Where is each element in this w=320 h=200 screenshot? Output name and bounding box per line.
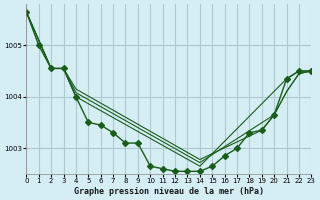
X-axis label: Graphe pression niveau de la mer (hPa): Graphe pression niveau de la mer (hPa): [74, 187, 264, 196]
